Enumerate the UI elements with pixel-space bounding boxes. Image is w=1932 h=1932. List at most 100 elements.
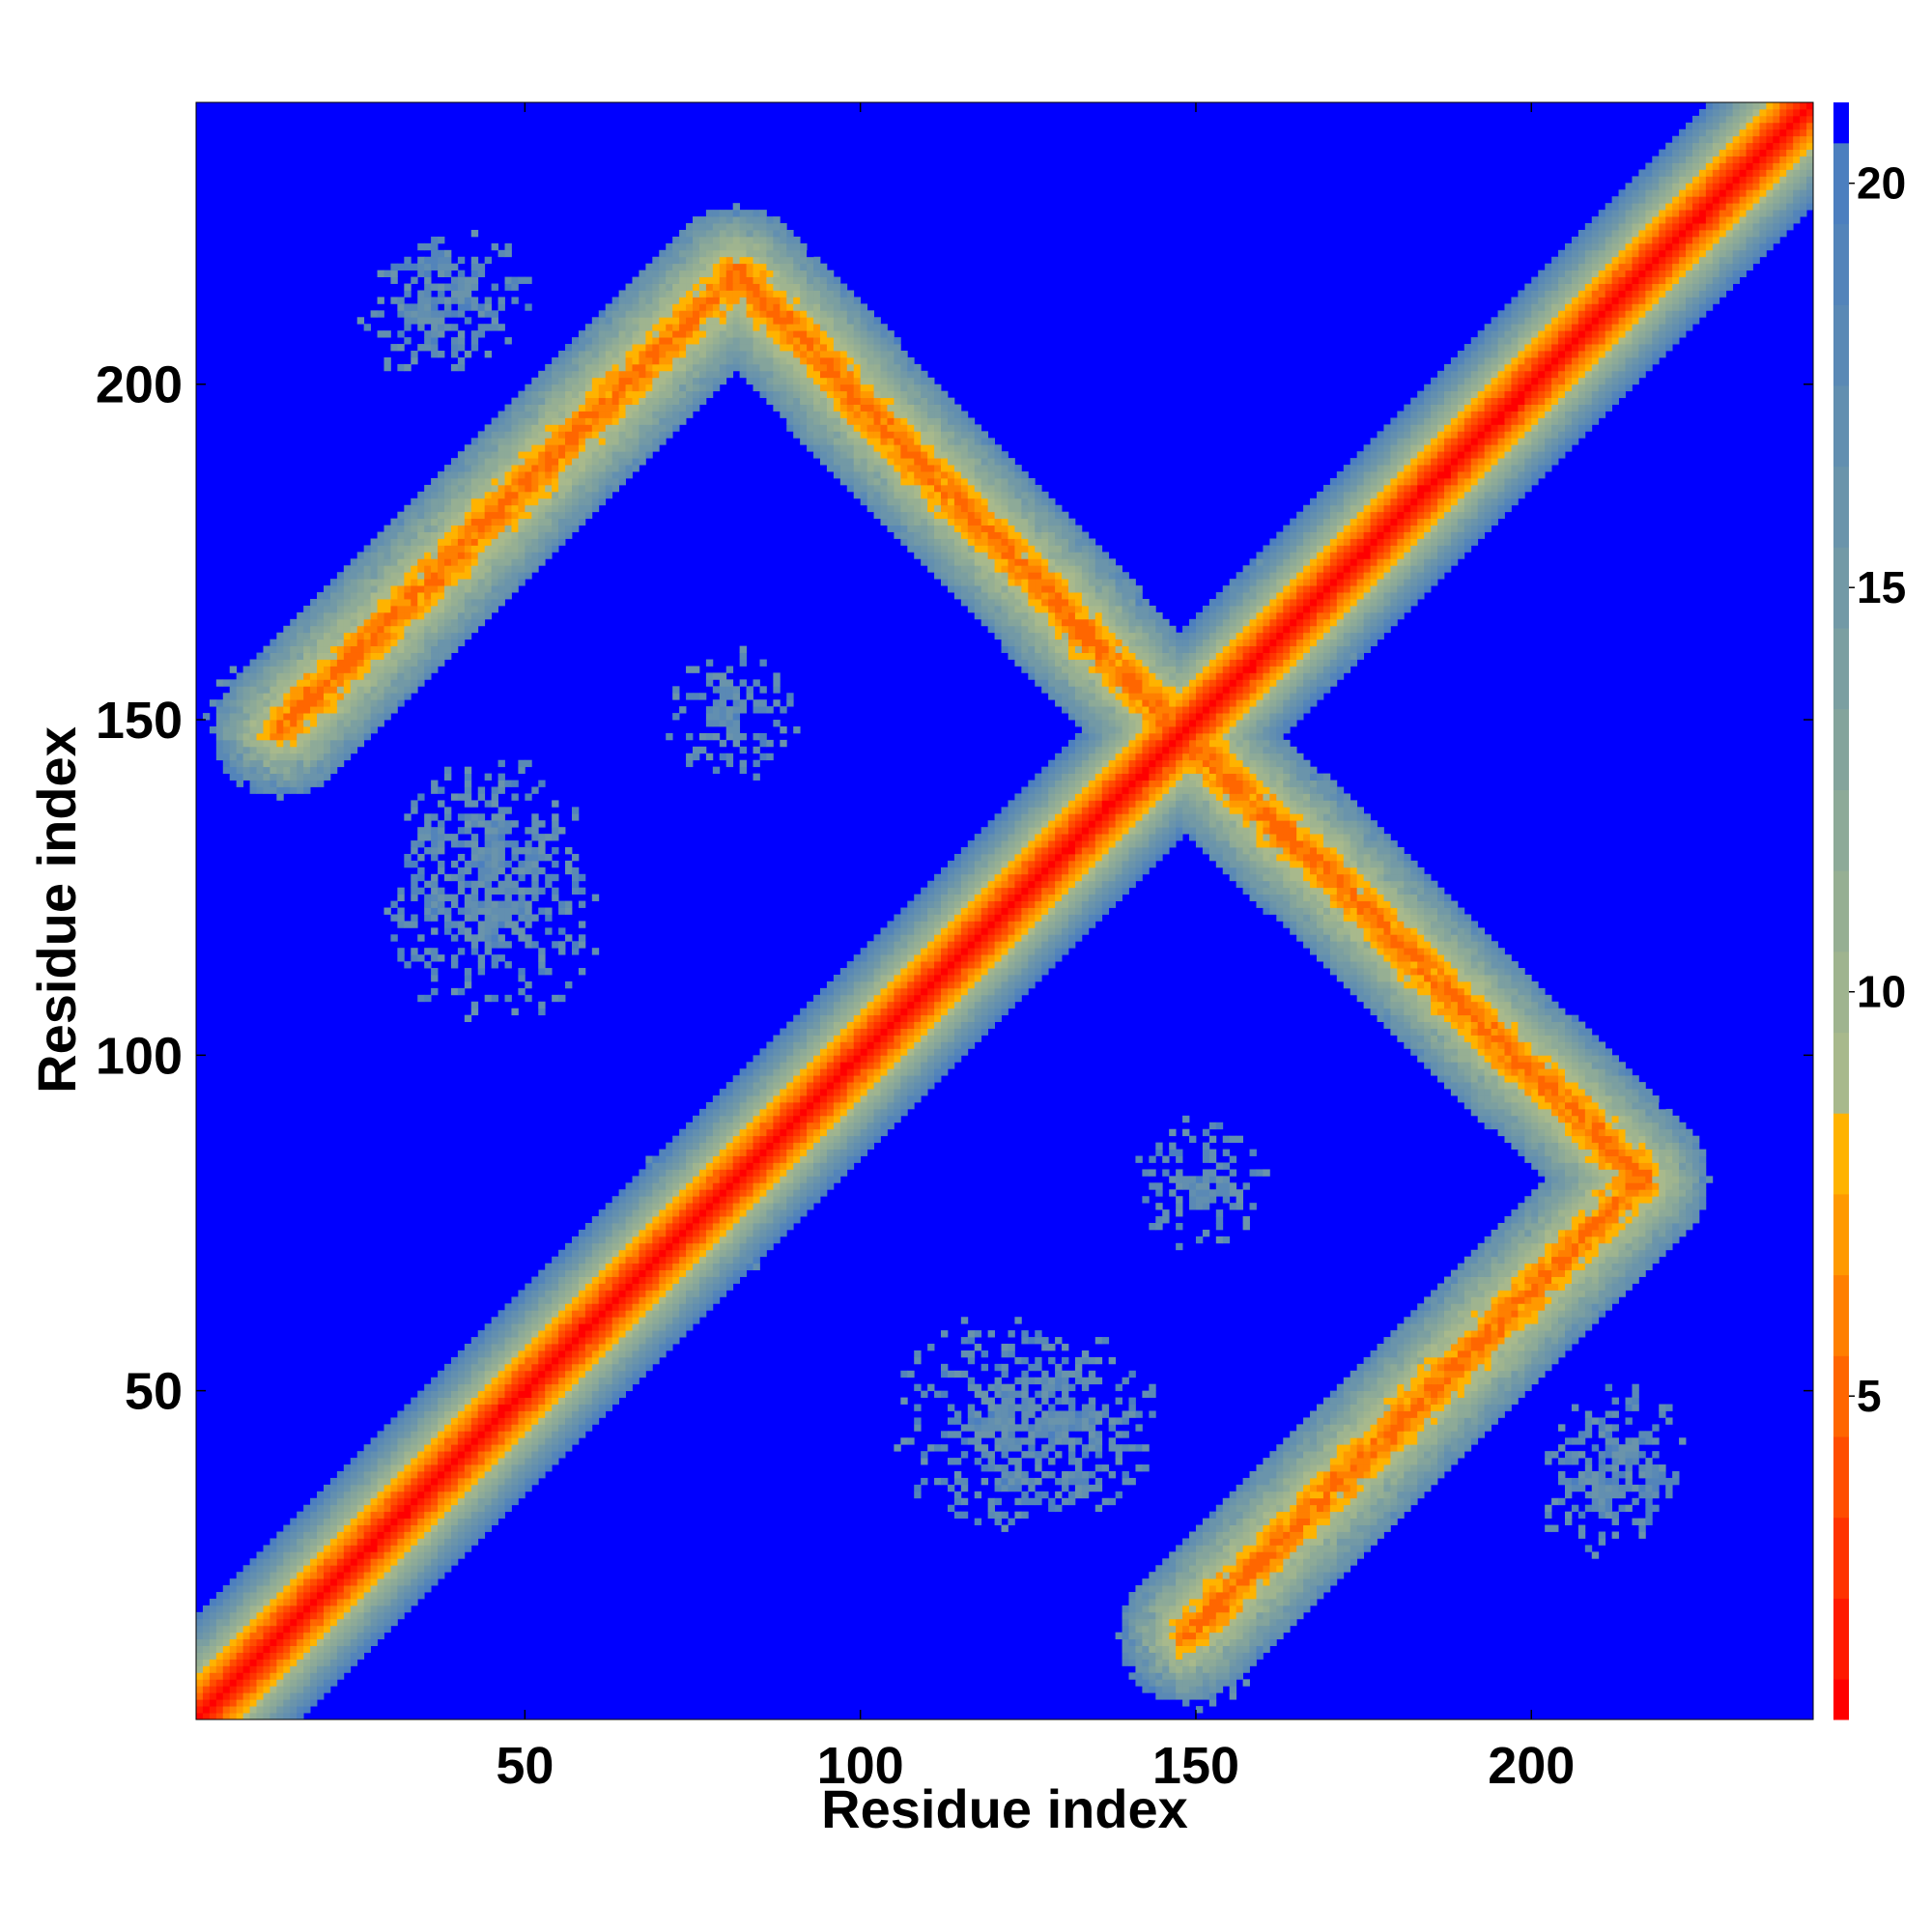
heatmap-cell — [1256, 1612, 1263, 1619]
heatmap-cell — [579, 1250, 585, 1257]
heatmap-cell — [250, 1686, 257, 1692]
heatmap-cell — [941, 1391, 948, 1398]
heatmap-cell — [310, 1558, 317, 1565]
heatmap-cell — [1437, 1337, 1444, 1344]
heatmap-cell — [1444, 1310, 1451, 1317]
heatmap-cell — [686, 1303, 693, 1310]
heatmap-cell — [283, 1612, 290, 1619]
heatmap-cell — [485, 1492, 492, 1498]
heatmap-cell — [458, 1485, 465, 1492]
heatmap-cell — [1464, 1303, 1471, 1310]
heatmap-cell — [592, 1398, 599, 1405]
heatmap-cell — [444, 1545, 451, 1551]
heatmap-cell — [1243, 1216, 1250, 1223]
heatmap-cell — [639, 1364, 645, 1371]
heatmap-cell — [1504, 1284, 1511, 1291]
heatmap-cell — [1269, 1492, 1276, 1498]
heatmap-cell — [579, 1317, 585, 1323]
heatmap-cell — [1524, 1243, 1531, 1250]
heatmap-cell — [411, 1458, 417, 1464]
heatmap-cell — [438, 1492, 444, 1498]
heatmap-cell — [545, 1364, 552, 1371]
heatmap-cell — [1458, 1357, 1464, 1364]
heatmap-cell — [572, 1323, 579, 1330]
heatmap-cell — [954, 1458, 961, 1464]
heatmap-cell — [257, 1713, 264, 1719]
heatmap-cell — [1283, 1519, 1290, 1525]
heatmap-cell — [1531, 1290, 1538, 1296]
heatmap-cell — [1524, 1250, 1531, 1257]
heatmap-cell — [1236, 1585, 1243, 1592]
heatmap-cell — [303, 1633, 310, 1639]
heatmap-cell — [1250, 1512, 1257, 1519]
heatmap-cell — [1672, 1203, 1679, 1209]
heatmap-cell — [505, 1505, 512, 1512]
heatmap-cell — [1196, 1525, 1203, 1532]
heatmap-cell — [1390, 1451, 1397, 1458]
heatmap-cell — [492, 1344, 498, 1350]
heatmap-cell — [1424, 1296, 1431, 1303]
heatmap-cell — [498, 1391, 505, 1398]
heatmap-cell — [397, 1525, 404, 1532]
heatmap-cell — [250, 1713, 257, 1719]
heatmap-cell — [639, 1371, 645, 1378]
heatmap-cell — [431, 1424, 438, 1431]
heatmap-cell — [1471, 1303, 1478, 1310]
heatmap-cell — [713, 1264, 720, 1270]
heatmap-cell — [330, 1485, 337, 1492]
heatmap-cell — [531, 1337, 538, 1344]
heatmap-cell — [1417, 1330, 1424, 1337]
heatmap-cell — [1451, 1444, 1458, 1451]
heatmap-cell — [1410, 1444, 1417, 1451]
heatmap-cell — [263, 1699, 270, 1706]
heatmap-cell — [988, 1431, 995, 1437]
heatmap-cell — [243, 1699, 250, 1706]
heatmap-cell — [1068, 1451, 1075, 1458]
heatmap-cell — [1337, 1525, 1344, 1532]
heatmap-cell — [592, 1371, 599, 1378]
heatmap-cell — [1216, 1646, 1223, 1653]
heatmap-cell — [1155, 1203, 1162, 1209]
heatmap-cell — [1155, 1216, 1162, 1223]
heatmap-cell — [1169, 1626, 1176, 1633]
heatmap-cell — [1223, 1672, 1230, 1679]
heatmap-cell — [1196, 1653, 1203, 1660]
heatmap-cell — [1008, 1485, 1014, 1492]
heatmap-cell — [1162, 1646, 1169, 1653]
heatmap-cell — [1135, 1599, 1142, 1605]
heatmap-cell — [1545, 1236, 1551, 1243]
heatmap-cell — [397, 1538, 404, 1545]
heatmap-cell — [337, 1599, 344, 1605]
heatmap-cell — [1619, 1243, 1626, 1250]
heatmap-cell — [1337, 1512, 1344, 1519]
heatmap-cell — [1230, 1512, 1236, 1519]
heatmap-cell — [1672, 1230, 1679, 1236]
heatmap-cell — [498, 1492, 505, 1498]
heatmap-cell — [1518, 1270, 1524, 1277]
heatmap-cell — [1256, 1646, 1263, 1653]
heatmap-cell — [1021, 1437, 1028, 1444]
heatmap-cell — [1236, 1203, 1243, 1209]
heatmap-cell — [1531, 1270, 1538, 1277]
heatmap-cell — [1176, 1665, 1182, 1672]
heatmap-cell — [337, 1538, 344, 1545]
heatmap-cell — [1558, 1296, 1565, 1303]
heatmap-cell — [1638, 1437, 1645, 1444]
heatmap-cell — [390, 1585, 397, 1592]
heatmap-cell — [1417, 1357, 1424, 1364]
heatmap-cell — [417, 1519, 424, 1525]
heatmap-cell — [666, 1216, 672, 1223]
heatmap-cell — [1344, 1519, 1350, 1525]
heatmap-cell — [1236, 1626, 1243, 1633]
heatmap-cell — [1444, 1384, 1451, 1391]
heatmap-cell — [1209, 1196, 1216, 1203]
heatmap-cell — [237, 1599, 243, 1605]
heatmap-cell — [606, 1337, 612, 1344]
heatmap-cell — [505, 1344, 512, 1350]
heatmap-cell — [337, 1505, 344, 1512]
heatmap-cell — [1692, 1203, 1699, 1209]
heatmap-cell — [1383, 1492, 1390, 1498]
heatmap-cell — [1236, 1538, 1243, 1545]
heatmap-cell — [485, 1525, 492, 1532]
heatmap-cell — [465, 1424, 471, 1431]
